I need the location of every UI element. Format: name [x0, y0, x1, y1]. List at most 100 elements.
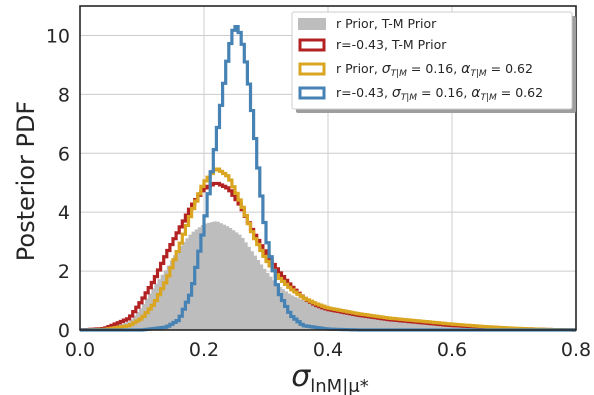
histogram-bar: [396, 317, 400, 330]
histogram-bar: [439, 323, 443, 330]
y-tick-label: 10: [46, 25, 70, 47]
legend-label: r=-0.43, σT|M = 0.16, αT|M = 0.62: [336, 85, 543, 103]
y-tick-label: 2: [58, 261, 70, 283]
histogram-bar: [281, 289, 285, 330]
plot-frame: [79, 5, 577, 331]
histogram-bar: [421, 321, 425, 330]
histogram-bar: [386, 316, 391, 330]
histogram-bar: [383, 316, 388, 330]
legend-label-part: = 0.62: [497, 85, 543, 100]
histogram-bar: [278, 286, 282, 330]
legend-label: r Prior, σT|M = 0.16, αT|M = 0.62: [336, 61, 533, 79]
histogram-bar: [250, 251, 254, 330]
histogram-bar: [349, 310, 354, 330]
histogram-bar: [166, 265, 171, 330]
histogram-bar: [368, 313, 372, 330]
histogram-bar: [300, 299, 304, 330]
histogram-bar: [169, 260, 174, 330]
legend-label-part: T|M: [481, 93, 498, 103]
histogram-bar: [408, 319, 412, 330]
histogram-bar: [173, 255, 177, 330]
histogram-bar: [145, 298, 149, 330]
histogram-bar: [324, 306, 329, 330]
legend-label: r=-0.43, T-M Prior: [336, 37, 447, 52]
legend-label-part: r Prior,: [336, 61, 382, 76]
histogram-bar: [259, 264, 264, 330]
legend-label-part: = 0.16,: [417, 85, 471, 100]
y-tick-label: 0: [58, 320, 70, 342]
histogram-bar: [244, 242, 248, 330]
legend-swatch: [298, 38, 326, 52]
histogram-bar: [371, 314, 375, 330]
histogram-bar: [402, 318, 406, 330]
legend-label-part: α: [471, 85, 481, 101]
histogram-bar: [151, 288, 155, 330]
histogram-bar: [235, 232, 239, 330]
histogram-bar: [405, 319, 409, 330]
x-axis-ticks: 0.0 0.2 0.4 0.6 0.8: [65, 339, 591, 361]
histogram-bar: [216, 221, 220, 330]
histogram-bar: [157, 279, 161, 330]
histogram-bar: [210, 222, 214, 330]
x-tick-label: 0.2: [189, 339, 219, 361]
histogram-bar: [321, 305, 326, 330]
y-tick-label: 6: [58, 143, 70, 165]
histogram-bar: [359, 312, 363, 330]
legend-label: r Prior, T-M Prior: [336, 16, 437, 31]
histogram-bar: [393, 317, 397, 330]
histogram-bar: [148, 293, 152, 330]
histogram-bar: [427, 321, 431, 330]
histogram-bar: [331, 307, 335, 330]
histogram-bar: [433, 322, 437, 330]
histogram-bar: [154, 283, 158, 330]
histogram-bar: [238, 234, 242, 330]
histogram-bar: [269, 276, 273, 330]
histogram-bar: [262, 268, 267, 330]
histogram-bar: [160, 274, 164, 330]
histogram-bar: [315, 303, 319, 330]
histogram-bar: [377, 315, 381, 330]
histogram-bar: [222, 224, 226, 330]
histogram-bar: [303, 300, 307, 330]
histogram-bar: [207, 222, 211, 330]
histogram-bar: [204, 223, 208, 330]
histogram-bar: [374, 314, 378, 330]
histogram-bar: [213, 221, 217, 330]
histogram-bar: [362, 312, 366, 330]
x-axis-label-main: σ: [291, 359, 311, 394]
y-axis-label: Posterior PDF: [12, 101, 40, 261]
histogram-bar: [182, 242, 186, 330]
histogram-bar: [318, 304, 323, 330]
histogram-bar: [290, 295, 295, 330]
histogram-bar: [380, 315, 385, 330]
histogram-bar: [355, 312, 360, 330]
histogram-bar: [365, 313, 369, 330]
x-axis-label-subscript: lnM|μ*: [310, 376, 368, 395]
histogram-bar: [253, 255, 257, 330]
histogram-bar: [424, 321, 428, 330]
legend-swatch: [298, 18, 326, 30]
histogram-bar: [194, 229, 199, 330]
y-tick-label: 4: [58, 202, 70, 224]
histogram-bar: [272, 280, 276, 330]
x-tick-label: 0.6: [437, 339, 467, 361]
legend-label-part: T|M: [401, 93, 418, 103]
histogram-bar: [185, 238, 189, 330]
histogram-bar: [231, 230, 236, 330]
histogram-bar: [197, 227, 202, 330]
histogram-bar: [256, 260, 261, 330]
histogram-bar: [228, 228, 233, 330]
legend-label-part: α: [461, 61, 471, 77]
legend-label-part: r=-0.43,: [336, 85, 392, 100]
legend-swatch: [298, 62, 326, 76]
histogram-bar: [266, 272, 270, 330]
histogram-bar: [411, 320, 416, 330]
histogram-bar: [328, 306, 332, 330]
histogram-bar: [312, 303, 316, 330]
histogram-bar: [399, 318, 403, 330]
x-tick-label: 0.0: [65, 339, 95, 361]
histogram-bar: [200, 225, 205, 330]
histogram-bar: [275, 283, 279, 330]
legend-box: [291, 11, 573, 110]
